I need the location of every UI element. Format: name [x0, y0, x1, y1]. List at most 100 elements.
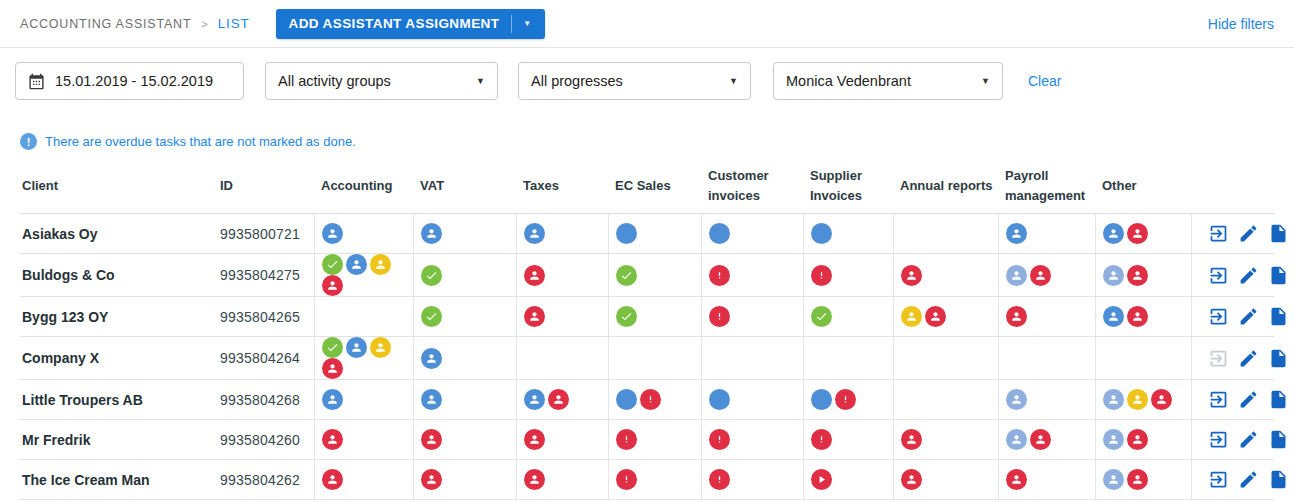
- assistant-status-icon[interactable]: [1127, 265, 1148, 286]
- edit-assignment-button[interactable]: [1238, 223, 1259, 244]
- assistant-status-icon[interactable]: [1006, 306, 1027, 327]
- assistant-status-icon[interactable]: [1127, 223, 1148, 244]
- breadcrumb-current-list[interactable]: LIST: [218, 16, 250, 31]
- client-notes-button[interactable]: [1268, 389, 1289, 410]
- assistant-status-icon[interactable]: [901, 469, 922, 490]
- client-notes-button[interactable]: [1268, 348, 1289, 369]
- open-client-button[interactable]: [1208, 223, 1229, 244]
- inprogress-status-icon[interactable]: [811, 469, 832, 490]
- add-assistant-assignment-button[interactable]: ADD ASSISTANT ASSIGNMENT ▼: [276, 9, 545, 39]
- assistant-status-icon[interactable]: [421, 429, 442, 450]
- assistant-status-icon[interactable]: [901, 429, 922, 450]
- edit-assignment-button[interactable]: [1238, 348, 1259, 369]
- clear-filters-link[interactable]: Clear: [1028, 73, 1061, 89]
- assistant-status-icon[interactable]: [370, 254, 391, 275]
- hide-filters-link[interactable]: Hide filters: [1208, 16, 1274, 32]
- open-client-button[interactable]: [1208, 429, 1229, 450]
- client-notes-button[interactable]: [1268, 265, 1289, 286]
- done-status-icon[interactable]: [322, 254, 343, 275]
- activity-group-select[interactable]: All activity groups ▼: [265, 62, 498, 100]
- assistant-status-icon[interactable]: [524, 429, 545, 450]
- overdue-status-icon[interactable]: [835, 389, 856, 410]
- assistant-status-icon[interactable]: [322, 429, 343, 450]
- assistant-status-icon[interactable]: [1127, 389, 1148, 410]
- edit-assignment-button[interactable]: [1238, 389, 1259, 410]
- assistant-status-icon[interactable]: [1006, 429, 1027, 450]
- scheduled-status-icon[interactable]: [811, 223, 832, 244]
- assistant-status-icon[interactable]: [421, 389, 442, 410]
- assistant-status-icon[interactable]: [370, 337, 391, 358]
- assistant-status-icon[interactable]: [322, 358, 343, 379]
- scheduled-status-icon[interactable]: [709, 389, 730, 410]
- assistant-status-icon[interactable]: [548, 389, 569, 410]
- progress-select[interactable]: All progresses ▼: [518, 62, 751, 100]
- assistant-status-icon[interactable]: [1151, 389, 1172, 410]
- overdue-status-icon[interactable]: [709, 429, 730, 450]
- client-notes-button[interactable]: [1268, 223, 1289, 244]
- assistant-status-icon[interactable]: [1127, 306, 1148, 327]
- assistant-status-icon[interactable]: [322, 275, 343, 296]
- client-notes-button[interactable]: [1268, 429, 1289, 450]
- assistant-status-icon[interactable]: [1103, 265, 1124, 286]
- assistant-status-icon[interactable]: [421, 348, 442, 369]
- assistant-status-icon[interactable]: [421, 469, 442, 490]
- assistant-status-icon[interactable]: [1103, 429, 1124, 450]
- assistant-status-icon[interactable]: [1103, 223, 1124, 244]
- assistant-status-icon[interactable]: [1030, 429, 1051, 450]
- done-status-icon[interactable]: [421, 265, 442, 286]
- assistant-status-icon[interactable]: [1103, 469, 1124, 490]
- assistant-status-icon[interactable]: [1030, 265, 1051, 286]
- assistant-status-icon[interactable]: [322, 223, 343, 244]
- assistant-status-icon[interactable]: [346, 337, 367, 358]
- assistant-status-icon[interactable]: [1006, 223, 1027, 244]
- add-button-dropdown-toggle[interactable]: ▼: [511, 15, 531, 33]
- scheduled-status-icon[interactable]: [616, 223, 637, 244]
- scheduled-status-icon[interactable]: [709, 223, 730, 244]
- open-client-button[interactable]: [1208, 469, 1229, 490]
- assistant-status-icon[interactable]: [524, 265, 545, 286]
- done-status-icon[interactable]: [322, 337, 343, 358]
- edit-assignment-button[interactable]: [1238, 469, 1259, 490]
- client-notes-button[interactable]: [1268, 469, 1289, 490]
- edit-assignment-button[interactable]: [1238, 429, 1259, 450]
- scheduled-status-icon[interactable]: [616, 389, 637, 410]
- assistant-status-icon[interactable]: [925, 306, 946, 327]
- assistant-status-icon[interactable]: [421, 223, 442, 244]
- overdue-status-icon[interactable]: [811, 429, 832, 450]
- overdue-status-icon[interactable]: [709, 306, 730, 327]
- assistant-status-icon[interactable]: [524, 389, 545, 410]
- assistant-status-icon[interactable]: [1006, 469, 1027, 490]
- assistant-status-icon[interactable]: [901, 306, 922, 327]
- assistant-status-icon[interactable]: [524, 469, 545, 490]
- overdue-status-icon[interactable]: [811, 265, 832, 286]
- breadcrumb-root[interactable]: ACCOUNTING ASSISTANT: [20, 17, 191, 31]
- assistant-status-icon[interactable]: [322, 469, 343, 490]
- date-range-input[interactable]: 15.01.2019 - 15.02.2019: [15, 62, 244, 100]
- assistant-status-icon[interactable]: [1127, 469, 1148, 490]
- overdue-status-icon[interactable]: [640, 389, 661, 410]
- done-status-icon[interactable]: [616, 265, 637, 286]
- overdue-status-icon[interactable]: [709, 469, 730, 490]
- assistant-status-icon[interactable]: [524, 223, 545, 244]
- assistant-select[interactable]: Monica Vedenbrant ▼: [773, 62, 1003, 100]
- done-status-icon[interactable]: [421, 306, 442, 327]
- done-status-icon[interactable]: [616, 306, 637, 327]
- open-client-button[interactable]: [1208, 389, 1229, 410]
- overdue-status-icon[interactable]: [616, 429, 637, 450]
- client-notes-button[interactable]: [1268, 306, 1289, 327]
- assistant-status-icon[interactable]: [901, 265, 922, 286]
- open-client-button[interactable]: [1208, 306, 1229, 327]
- assistant-status-icon[interactable]: [1006, 265, 1027, 286]
- assistant-status-icon[interactable]: [322, 389, 343, 410]
- edit-assignment-button[interactable]: [1238, 306, 1259, 327]
- edit-assignment-button[interactable]: [1238, 265, 1259, 286]
- assistant-status-icon[interactable]: [1103, 389, 1124, 410]
- assistant-status-icon[interactable]: [1127, 429, 1148, 450]
- assistant-status-icon[interactable]: [1006, 389, 1027, 410]
- overdue-status-icon[interactable]: [709, 265, 730, 286]
- assistant-status-icon[interactable]: [346, 254, 367, 275]
- assistant-status-icon[interactable]: [1103, 306, 1124, 327]
- done-status-icon[interactable]: [811, 306, 832, 327]
- overdue-status-icon[interactable]: [616, 469, 637, 490]
- assistant-status-icon[interactable]: [524, 306, 545, 327]
